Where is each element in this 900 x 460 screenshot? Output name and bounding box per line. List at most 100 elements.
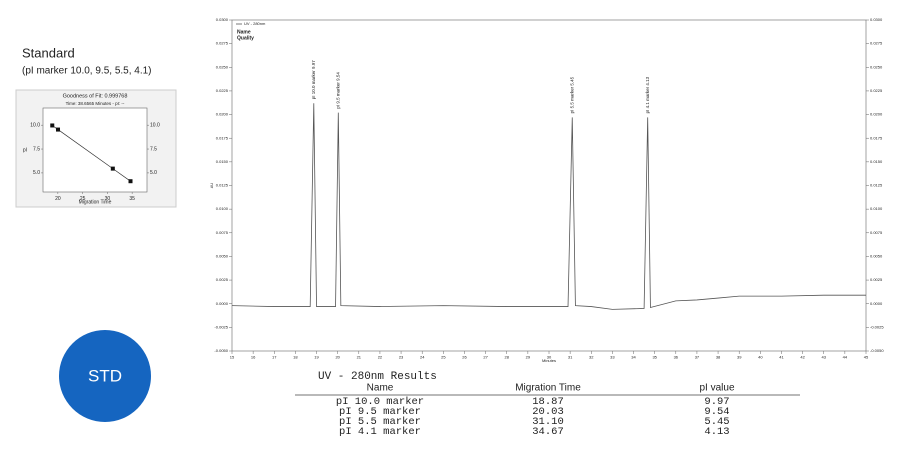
x-tick-label: 25 bbox=[80, 196, 86, 202]
y-tick-label-right: 7.5 bbox=[150, 146, 157, 152]
x-tick-label: 41 bbox=[779, 355, 784, 360]
y-tick-label-right: 0.0225 bbox=[870, 88, 883, 93]
table-cell: pI 5.5 marker bbox=[339, 416, 421, 428]
table-cell: 4.13 bbox=[704, 426, 729, 438]
x-tick-label: 20 bbox=[335, 355, 340, 360]
y-tick-label: 0.0250 bbox=[216, 64, 229, 69]
chart-title: Goodness of Fit: 0.999768 bbox=[63, 93, 128, 99]
point bbox=[128, 179, 133, 184]
y-tick-label: 0.0225 bbox=[216, 88, 229, 93]
table-cell: pI 10.0 marker bbox=[336, 396, 424, 408]
x-tick-label: 38 bbox=[716, 355, 721, 360]
y-tick-label-right: 0.0300 bbox=[870, 17, 883, 22]
y-tick-label: 0.0200 bbox=[216, 112, 229, 117]
y-axis-label: AU bbox=[209, 183, 214, 189]
legend-note: Name bbox=[237, 29, 251, 35]
x-tick-label: 40 bbox=[758, 355, 763, 360]
y-tick-label-right: 0.0125 bbox=[870, 183, 883, 188]
y-tick-label-right: 0.0100 bbox=[870, 206, 883, 211]
table-title: UV - 280nm Results bbox=[318, 371, 437, 383]
x-tick-label: 20 bbox=[55, 196, 61, 202]
point bbox=[50, 123, 55, 128]
x-tick-label: 29 bbox=[526, 355, 531, 360]
table-cell: 9.54 bbox=[704, 406, 729, 418]
y-tick-label-right: 0.0025 bbox=[870, 277, 883, 282]
table-header: pI value bbox=[699, 383, 734, 394]
x-tick-label: 16 bbox=[251, 355, 256, 360]
badge-circle bbox=[59, 330, 151, 422]
chart-subtitle: Time: 38.6565 Minutes - pI: -- bbox=[66, 101, 125, 106]
x-tick-label: 19 bbox=[314, 355, 319, 360]
y-tick-label: -0.0050 bbox=[214, 348, 228, 353]
x-tick-label: 24 bbox=[420, 355, 425, 360]
x-tick-label: 21 bbox=[357, 355, 362, 360]
x-tick-label: 43 bbox=[822, 355, 827, 360]
x-tick-label: 25 bbox=[441, 355, 446, 360]
x-tick-label: 37 bbox=[695, 355, 700, 360]
plot-frame bbox=[231, 19, 867, 352]
peak-annotation: pI 4.1 marker 4.13 bbox=[645, 76, 650, 113]
x-tick-label: 18 bbox=[293, 355, 298, 360]
x-tick-label: 42 bbox=[800, 355, 805, 360]
y-tick-label-right: 0.0000 bbox=[870, 301, 883, 306]
x-tick-label: 45 bbox=[864, 355, 869, 360]
x-tick-label: 28 bbox=[505, 355, 510, 360]
y-tick-label: 0.0275 bbox=[216, 41, 229, 46]
x-tick-label: 34 bbox=[631, 355, 636, 360]
x-tick-label: 17 bbox=[272, 355, 277, 360]
table-cell: 34.67 bbox=[532, 426, 564, 438]
y-tick-label-right: 10.0 bbox=[150, 123, 160, 129]
y-tick-label-right: 0.0150 bbox=[870, 159, 883, 164]
y-tick-label: 5.0 bbox=[33, 170, 40, 176]
x-tick-label: 30 bbox=[105, 196, 111, 202]
fit-line bbox=[52, 125, 131, 182]
x-axis-label: Minutes bbox=[542, 358, 556, 363]
legend-label: UV - 280nm bbox=[244, 21, 266, 26]
table-cell: 5.45 bbox=[704, 416, 729, 428]
y-axis-label: pI bbox=[23, 147, 27, 153]
table-cell: 20.03 bbox=[532, 406, 564, 418]
point bbox=[110, 166, 115, 171]
x-tick-label: 27 bbox=[483, 355, 488, 360]
y-tick-label: 0.0075 bbox=[216, 230, 229, 235]
y-tick-label: 0.0100 bbox=[216, 206, 229, 211]
x-tick-label: 36 bbox=[674, 355, 679, 360]
table-header: Migration Time bbox=[515, 383, 581, 394]
badge-label: STD bbox=[88, 366, 122, 385]
x-tick-label: 44 bbox=[843, 355, 848, 360]
x-tick-label: 35 bbox=[652, 355, 657, 360]
y-tick-label: 0.0175 bbox=[216, 135, 229, 140]
point bbox=[56, 127, 61, 132]
y-tick-label: -0.0025 bbox=[214, 324, 228, 329]
y-tick-label: 0.0025 bbox=[216, 277, 229, 282]
x-tick-label: 39 bbox=[737, 355, 742, 360]
x-tick-label: 30 bbox=[547, 355, 552, 360]
y-tick-label-right: -0.0025 bbox=[870, 324, 884, 329]
x-tick-label: 32 bbox=[589, 355, 594, 360]
x-tick-label: 15 bbox=[230, 355, 235, 360]
y-tick-label-right: 0.0250 bbox=[870, 64, 883, 69]
y-tick-label: 7.5 bbox=[33, 146, 40, 152]
y-tick-label: 0.0300 bbox=[216, 17, 229, 22]
table-cell: pI 9.5 marker bbox=[339, 406, 421, 418]
x-axis-label: Migration Time bbox=[79, 199, 112, 205]
peak-annotation: pI 10.0 marker 9.97 bbox=[311, 60, 316, 100]
y-tick-label: 0.0000 bbox=[216, 301, 229, 306]
y-tick-label-right: 0.0275 bbox=[870, 41, 883, 46]
legend-note: Quality bbox=[237, 35, 254, 41]
peak-annotation: pI 9.5 marker 9.54 bbox=[335, 72, 340, 109]
y-tick-label-right: 0.0200 bbox=[870, 112, 883, 117]
peak-annotation: pI 5.5 marker 5.45 bbox=[569, 76, 574, 113]
y-tick-label-right: -0.0050 bbox=[870, 348, 884, 353]
y-tick-label-right: 0.0175 bbox=[870, 135, 883, 140]
trace-line bbox=[231, 103, 866, 310]
x-tick-label: 35 bbox=[129, 196, 135, 202]
y-tick-label: 0.0050 bbox=[216, 253, 229, 258]
table-header: Name bbox=[367, 383, 394, 394]
plot-frame bbox=[42, 107, 148, 193]
header-subtitle: (pI marker 10.0, 9.5, 5.5, 4.1) bbox=[22, 66, 152, 77]
x-tick-label: 33 bbox=[610, 355, 615, 360]
x-tick-label: 26 bbox=[462, 355, 467, 360]
